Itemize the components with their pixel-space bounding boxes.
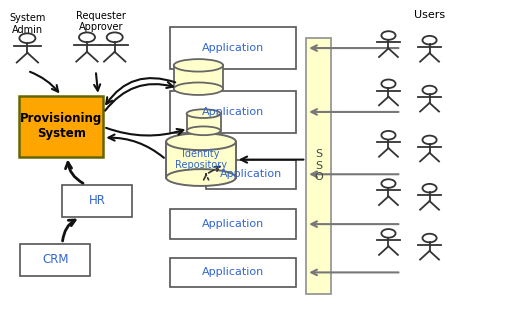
Ellipse shape [166,133,236,150]
Text: CRM: CRM [42,254,68,266]
Text: HR: HR [89,194,106,207]
Text: Application: Application [202,267,265,277]
Bar [206,160,296,189]
Bar [174,65,223,89]
Bar [20,244,90,276]
Text: Users: Users [414,10,445,20]
Text: Requester
Approver: Requester Approver [76,11,126,32]
Text: S
S
O: S S O [314,149,323,182]
Bar [186,114,220,131]
Bar [166,142,236,177]
Text: Identity
Repository: Identity Repository [175,149,227,170]
Bar [170,27,296,69]
Text: Application: Application [202,43,265,53]
Ellipse shape [174,59,223,72]
Bar [62,185,132,217]
Ellipse shape [186,126,220,135]
Ellipse shape [186,109,220,118]
Bar [170,91,296,133]
Bar [170,258,296,287]
Bar [170,209,296,239]
Text: System
Admin: System Admin [9,13,46,35]
Text: Application: Application [202,219,265,229]
Text: Provisioning
System: Provisioning System [20,112,102,140]
Text: Application: Application [202,107,265,117]
Ellipse shape [166,169,236,186]
Bar [19,96,104,156]
Ellipse shape [174,83,223,95]
Bar [306,38,331,294]
Text: Application: Application [220,169,282,179]
